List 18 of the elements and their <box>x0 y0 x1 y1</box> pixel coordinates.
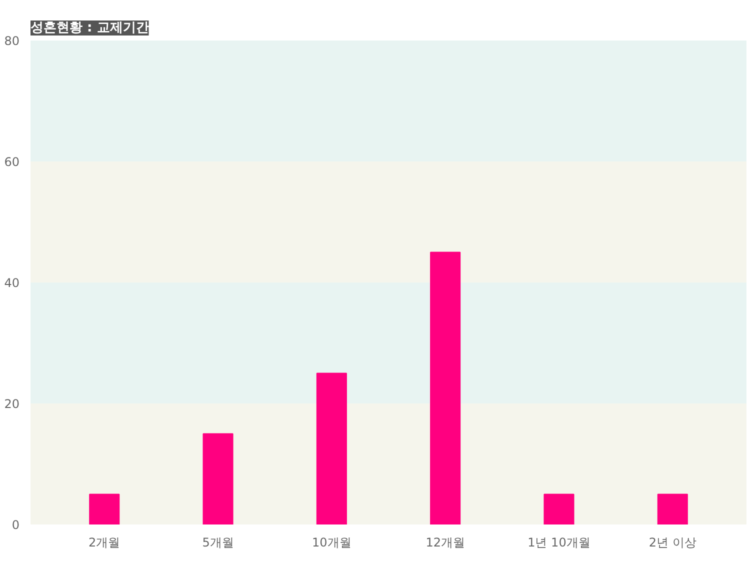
bar <box>316 372 347 524</box>
x-tick-label: 2개월 <box>88 536 120 550</box>
y-tick-label: 20 <box>4 397 20 411</box>
y-tick-label: 0 <box>12 518 20 532</box>
chart-title: 성혼현황 : 교제기간 <box>30 20 149 36</box>
bar <box>430 252 461 524</box>
y-tick-label: 60 <box>4 155 20 169</box>
x-tick-label: 2년 이상 <box>648 536 696 550</box>
x-tick-label: 12개월 <box>426 536 465 550</box>
x-tick-label: 10개월 <box>312 536 352 550</box>
y-tick-label: 80 <box>4 34 20 48</box>
x-tick-label: 1년 10개월 <box>528 536 590 550</box>
x-tick-label: 5개월 <box>202 536 234 550</box>
bar <box>657 494 688 524</box>
bar <box>89 494 120 524</box>
bar <box>544 494 574 524</box>
y-tick-label: 40 <box>4 276 20 290</box>
bar <box>202 433 234 524</box>
